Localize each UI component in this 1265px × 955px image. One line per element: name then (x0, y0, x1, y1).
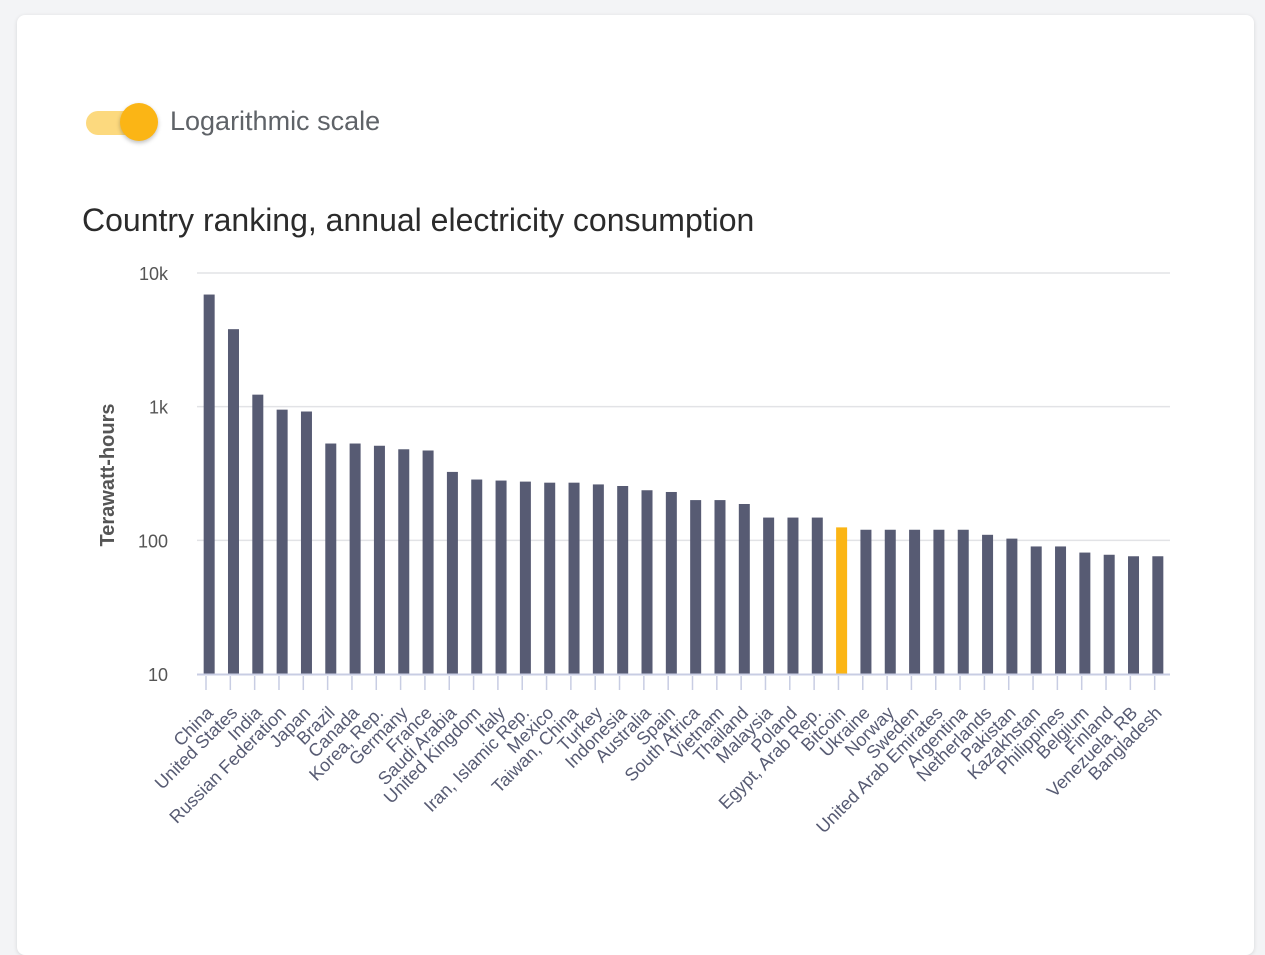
bar[interactable] (1152, 556, 1164, 674)
bar[interactable] (471, 479, 483, 674)
bar[interactable] (617, 485, 629, 674)
chart-card (17, 15, 1254, 955)
bar[interactable] (1055, 546, 1067, 674)
bar[interactable] (398, 449, 410, 674)
bar[interactable] (495, 480, 507, 674)
bar[interactable] (836, 527, 848, 674)
chart-title: Country ranking, annual electricity cons… (82, 202, 755, 238)
toggle-knob[interactable] (120, 103, 158, 141)
bar[interactable] (957, 529, 969, 674)
y-tick-label: 10k (139, 264, 169, 284)
y-axis-label: Terawatt-hours (97, 404, 119, 547)
x-axis (197, 673, 1170, 690)
bar[interactable] (763, 517, 775, 674)
y-axis: 10 100 1k 10k (138, 264, 169, 685)
bar[interactable] (446, 471, 458, 674)
y-tick-label: 10 (148, 665, 168, 685)
bar[interactable] (1030, 546, 1042, 674)
bar[interactable] (860, 529, 872, 674)
y-tick-label: 100 (138, 531, 168, 551)
bar[interactable] (690, 500, 702, 674)
y-tick-label: 1k (149, 398, 169, 418)
bar[interactable] (641, 490, 653, 674)
bar[interactable] (787, 517, 799, 674)
bar[interactable] (1079, 552, 1091, 674)
bar[interactable] (714, 500, 726, 674)
bar[interactable] (203, 294, 215, 674)
bar[interactable] (276, 409, 288, 674)
bar[interactable] (982, 534, 994, 674)
bar[interactable] (373, 445, 385, 674)
bar[interactable] (933, 529, 945, 674)
bars (203, 294, 1164, 674)
log-scale-toggle[interactable] (86, 102, 162, 142)
bar[interactable] (300, 411, 312, 674)
bar[interactable] (519, 481, 531, 674)
bar[interactable] (252, 394, 264, 674)
grid-lines (197, 272, 1170, 542)
bar[interactable] (592, 484, 604, 674)
bar[interactable] (325, 443, 337, 674)
bar[interactable] (349, 443, 361, 674)
bar[interactable] (227, 329, 239, 674)
toggle-label: Logarithmic scale (170, 106, 381, 136)
bar[interactable] (738, 503, 750, 674)
bar[interactable] (422, 450, 434, 674)
bar[interactable] (568, 482, 580, 674)
bar[interactable] (811, 517, 823, 674)
bar[interactable] (665, 491, 677, 674)
bar[interactable] (884, 529, 896, 674)
bar[interactable] (1006, 538, 1018, 674)
bar[interactable] (544, 482, 556, 674)
bar[interactable] (1128, 556, 1140, 674)
bar[interactable] (909, 529, 921, 674)
bar[interactable] (1103, 554, 1115, 674)
